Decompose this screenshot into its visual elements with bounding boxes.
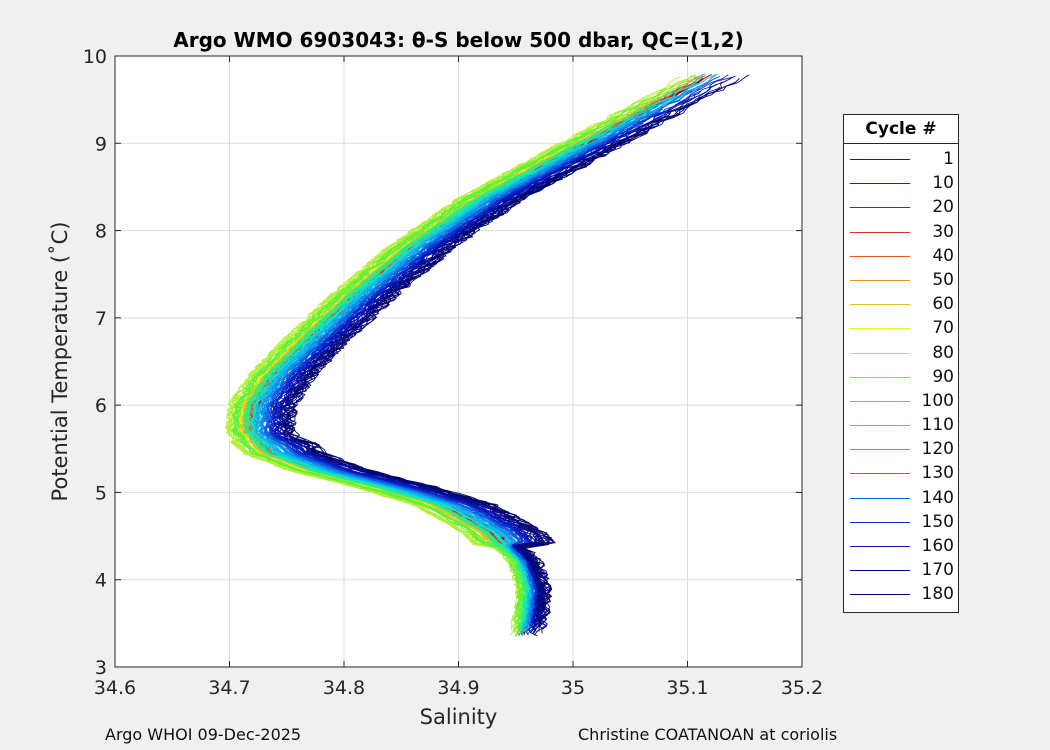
legend-label: 160 [921,536,954,556]
legend-item-70: 70 [844,317,958,341]
y-tick-label: 5 [95,482,107,504]
legend-label: 90 [932,366,954,387]
legend-label: 30 [932,221,954,242]
legend-label: 1 [943,149,954,169]
legend-item-10: 10 [844,172,958,196]
legend-item-140: 140 [844,487,958,511]
legend-swatch [850,304,910,306]
legend-swatch [850,570,910,572]
footer-right: Christine COATANOAN at coriolis [578,725,838,744]
legend-item-50: 50 [844,269,958,293]
profile-cycle-100 [245,142,584,622]
legend-label: 140 [921,487,954,508]
y-tick-label: 7 [95,308,107,330]
y-tick-label: 4 [95,570,107,592]
legend-label: 170 [921,560,954,581]
legend: Cycle # 1 10 20 30 40 50 60 70 80 90 100 110 120 130 1… [843,114,959,613]
legend-swatch [850,352,910,354]
legend-label: 100 [921,390,954,411]
legend-swatch [850,400,910,402]
legend-item-110: 110 [844,414,958,438]
legend-swatch [850,376,910,378]
legend-item-100: 100 [844,390,958,414]
profile-cycle-120 [255,167,549,627]
legend-label: 70 [932,318,954,339]
legend-item-130: 130 [844,462,958,486]
legend-label: 150 [921,511,954,532]
chart-title: Argo WMO 6903043: θ-S below 500 dbar, QC… [173,28,743,52]
legend-label: 40 [932,245,954,266]
legend-item-170: 170 [844,559,958,583]
legend-swatch [850,425,910,427]
profile-cycle-100 [244,121,617,624]
legend-label: 80 [932,342,954,363]
legend-label: 180 [921,584,954,605]
legend-label: 110 [921,415,954,436]
legend-label: 120 [921,439,954,460]
legend-swatch [850,521,910,523]
legend-swatch [850,183,910,185]
legend-item-40: 40 [844,245,958,269]
legend-label: 50 [932,269,954,290]
x-tick-label: 34.6 [94,677,136,699]
legend-item-1: 1 [844,148,958,172]
legend-item-120: 120 [844,438,958,462]
legend-item-60: 60 [844,293,958,317]
x-tick-label: 34.8 [323,677,365,699]
legend-swatch [850,231,910,233]
x-axis-label: Salinity [420,705,498,729]
legend-label: 130 [921,463,954,484]
legend-label: 10 [932,173,954,194]
profile-cycle-80 [226,76,681,620]
footer-left: Argo WHOI 09-Dec-2025 [105,725,302,744]
legend-label: 60 [932,294,954,315]
legend-item-160: 160 [844,535,958,559]
legend-items: 1 10 20 30 40 50 60 70 80 90 100 110 120 130 140 150 160… [844,144,958,612]
legend-item-150: 150 [844,511,958,535]
legend-swatch [850,594,910,596]
y-tick-label: 6 [95,395,107,417]
legend-swatch [850,255,910,257]
legend-title: Cycle # [844,115,958,144]
x-tick-label: 35.1 [666,677,708,699]
legend-swatch [850,546,910,547]
legend-swatch [850,449,910,451]
legend-item-90: 90 [844,366,958,390]
x-tick-label: 34.9 [437,677,479,699]
legend-item-30: 30 [844,221,958,245]
y-tick-label: 8 [95,221,107,243]
y-tick-label: 10 [83,46,107,68]
legend-swatch [850,159,910,160]
data-lines [224,73,750,637]
legend-item-20: 20 [844,196,958,220]
legend-swatch [850,207,910,209]
legend-item-80: 80 [844,342,958,366]
legend-swatch [850,279,910,281]
legend-item-180: 180 [844,583,958,607]
legend-swatch [850,328,910,330]
profile-cycle-180 [284,78,740,617]
x-tick-label: 34.7 [208,677,250,699]
legend-label: 20 [932,197,954,218]
y-tick-label: 9 [95,133,107,155]
y-axis-label: Potential Temperature (˚C) [48,222,72,502]
x-tick-label: 35 [561,677,585,699]
y-tick-label: 3 [95,657,107,679]
x-tick-label: 35.2 [781,677,823,699]
profile-cycle-90 [231,99,647,633]
legend-swatch [850,497,910,499]
legend-swatch [850,473,910,475]
